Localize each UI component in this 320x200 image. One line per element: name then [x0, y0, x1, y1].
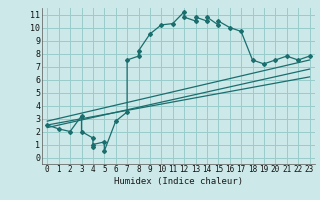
- X-axis label: Humidex (Indice chaleur): Humidex (Indice chaleur): [114, 177, 243, 186]
